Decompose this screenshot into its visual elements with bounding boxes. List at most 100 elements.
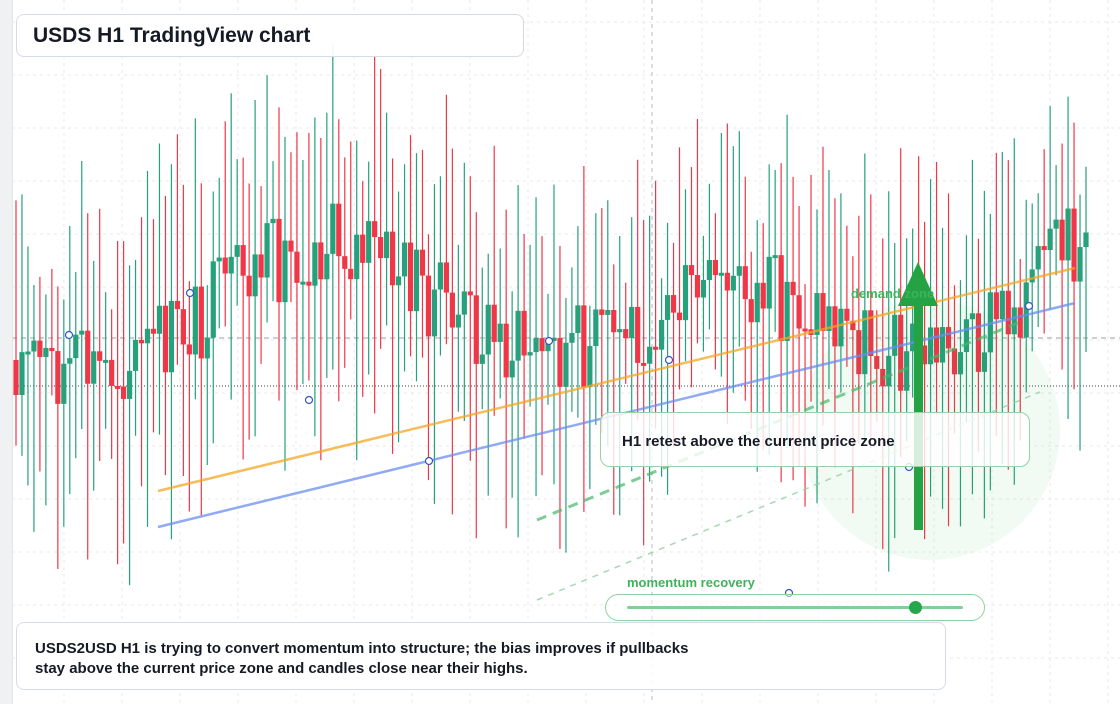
momentum-slider-track[interactable] — [627, 606, 963, 609]
candle-body — [342, 256, 348, 269]
candle-body — [162, 305, 169, 373]
anchor-point — [64, 330, 74, 340]
candle-body — [736, 266, 742, 276]
candle-body — [1023, 282, 1029, 338]
candle-body — [868, 310, 874, 357]
analysis-description-box: USDS2USD H1 is trying to convert momentu… — [16, 622, 946, 690]
candle-body — [174, 300, 180, 310]
candle-body — [1065, 208, 1071, 261]
candle-body — [766, 256, 772, 309]
anchor-point — [185, 288, 195, 298]
candle-body — [61, 363, 67, 404]
candle-body — [455, 314, 461, 328]
candle-body — [473, 295, 479, 364]
candle-body — [712, 260, 718, 276]
candle-body — [563, 342, 569, 387]
candle-body — [31, 340, 37, 352]
candle-body — [718, 272, 724, 276]
candle-body — [987, 292, 993, 353]
candle-body — [1041, 246, 1047, 251]
analysis-description: USDS2USD H1 is trying to convert momentu… — [35, 640, 689, 677]
demand-arrow-head — [898, 262, 938, 306]
candle-body — [790, 281, 796, 296]
left-toolbar-rail — [0, 0, 13, 704]
momentum-slider-thumb[interactable] — [909, 601, 923, 614]
candle-body — [67, 358, 73, 364]
candle-body — [318, 242, 324, 280]
candle-body — [933, 327, 940, 363]
candle-body — [653, 346, 659, 350]
candle-body — [587, 346, 593, 388]
retest-callout-text: H1 retest above the current price zone — [622, 433, 895, 450]
candle-body — [132, 339, 139, 371]
candle-body — [724, 272, 730, 291]
candle-body — [25, 351, 31, 355]
candle-body — [826, 306, 832, 332]
candle-body — [294, 251, 300, 283]
candle-body — [844, 308, 850, 321]
candle-body — [963, 319, 970, 353]
candle-body — [210, 261, 216, 338]
candle-body — [1047, 228, 1053, 251]
candle-body — [706, 260, 713, 280]
candle-body — [927, 327, 934, 365]
candle-body — [156, 305, 163, 334]
candle-body — [378, 237, 384, 259]
candle-body — [120, 386, 127, 399]
candle-body — [910, 323, 916, 352]
candle-body — [539, 338, 545, 352]
candle-body — [126, 370, 133, 399]
candle-body — [838, 308, 844, 347]
retest-callout: H1 retest above the current price zone — [600, 412, 1030, 467]
candle-body — [222, 257, 228, 274]
candle-body — [784, 281, 790, 341]
candle-body — [467, 291, 473, 296]
candle-body — [999, 290, 1005, 320]
candle-body — [778, 255, 784, 341]
candle-body — [939, 327, 946, 363]
candle-body — [521, 310, 527, 356]
candle-body — [617, 329, 623, 333]
candle-body — [384, 231, 390, 259]
candle-body — [216, 257, 222, 262]
momentum-slider[interactable] — [605, 594, 985, 621]
chart-title: USDS H1 TradingView chart — [33, 24, 311, 47]
candle-body — [300, 281, 306, 285]
candle-body — [682, 265, 689, 321]
candle-body — [115, 385, 121, 389]
candle-body — [969, 313, 976, 320]
candle-body — [575, 305, 581, 334]
candle-body — [425, 275, 432, 337]
chart-title-box: USDS H1 TradingView chart — [16, 14, 524, 57]
candle-body — [874, 356, 880, 369]
candle-body — [192, 286, 198, 355]
candle-body — [1077, 247, 1083, 282]
candle-body — [641, 362, 647, 366]
candle-body — [635, 306, 641, 363]
candle-body — [1011, 307, 1017, 335]
candle-body — [1029, 269, 1035, 283]
candle-body — [270, 218, 276, 224]
candle-body — [150, 328, 157, 334]
candle-body — [664, 295, 671, 320]
candle-body — [796, 295, 802, 329]
candle-body — [1035, 246, 1041, 270]
candle-body — [389, 231, 396, 286]
candle-body — [694, 275, 701, 298]
candle-body — [43, 347, 49, 357]
candle-body — [252, 254, 258, 297]
candle-body — [951, 348, 958, 375]
candle-body — [886, 355, 892, 387]
candle-body — [306, 281, 312, 286]
candle-body — [1059, 219, 1065, 261]
candle-body — [605, 310, 611, 315]
candle-body — [569, 333, 575, 343]
candle-body — [1083, 232, 1089, 248]
candle-body — [246, 275, 252, 297]
candle-body — [264, 223, 270, 278]
candle-body — [19, 352, 25, 396]
anchor-point — [664, 355, 674, 365]
candle-body — [288, 240, 294, 252]
candle-body — [479, 354, 485, 364]
candle-body — [330, 203, 336, 254]
